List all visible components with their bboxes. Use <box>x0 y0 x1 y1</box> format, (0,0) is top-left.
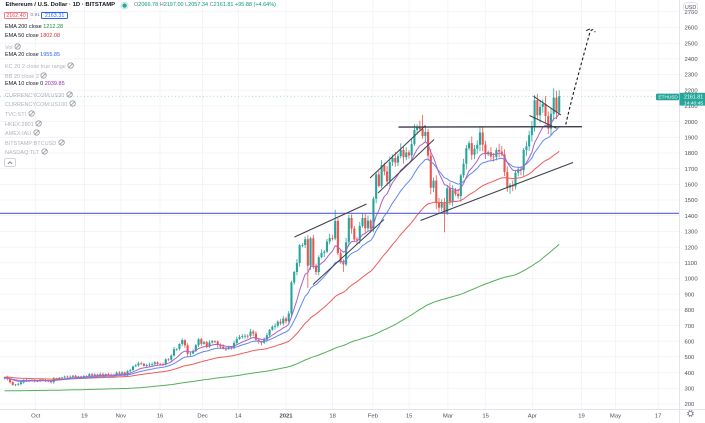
svg-text:2300: 2300 <box>685 73 699 79</box>
svg-text:400: 400 <box>685 371 696 377</box>
svg-text:19: 19 <box>81 414 88 420</box>
svg-text:200: 200 <box>685 402 696 408</box>
svg-text:800: 800 <box>685 308 696 314</box>
svg-text:14:40:45: 14:40:45 <box>684 100 703 106</box>
svg-text:1400: 1400 <box>685 214 699 220</box>
svg-text:Feb: Feb <box>368 414 379 420</box>
svg-text:1100: 1100 <box>685 261 698 267</box>
svg-text:2021: 2021 <box>279 414 293 420</box>
svg-text:2400: 2400 <box>685 57 699 63</box>
svg-text:Dec: Dec <box>197 414 208 420</box>
svg-text:2000: 2000 <box>685 120 699 126</box>
svg-text:ETHUSD: ETHUSD <box>659 95 679 100</box>
svg-text:900: 900 <box>685 292 696 298</box>
svg-text:1200: 1200 <box>685 245 699 251</box>
svg-text:19: 19 <box>578 414 585 420</box>
svg-text:1500: 1500 <box>685 198 699 204</box>
svg-text:Apr: Apr <box>528 414 537 420</box>
svg-text:2161.81: 2161.81 <box>684 95 703 101</box>
svg-text:700: 700 <box>685 324 696 330</box>
svg-text:1800: 1800 <box>685 151 699 157</box>
svg-text:14: 14 <box>235 414 242 420</box>
svg-text:Nov: Nov <box>116 414 127 420</box>
svg-text:1000: 1000 <box>685 277 699 283</box>
svg-text:USD: USD <box>685 5 696 11</box>
svg-text:May: May <box>610 414 621 420</box>
svg-text:15: 15 <box>482 414 489 420</box>
svg-text:Mar: Mar <box>443 414 453 420</box>
svg-text:2700: 2700 <box>685 10 699 16</box>
svg-text:2200: 2200 <box>685 88 699 94</box>
svg-text:2500: 2500 <box>685 41 699 47</box>
svg-text:2600: 2600 <box>685 26 699 32</box>
svg-text:600: 600 <box>685 339 696 345</box>
svg-text:300: 300 <box>685 387 696 393</box>
svg-text:Oct: Oct <box>31 414 41 420</box>
svg-text:2100: 2100 <box>685 104 699 110</box>
svg-text:15: 15 <box>406 414 413 420</box>
svg-text:1700: 1700 <box>685 167 699 173</box>
svg-text:17: 17 <box>655 414 662 420</box>
svg-text:1900: 1900 <box>685 136 699 142</box>
svg-text:16: 16 <box>157 414 164 420</box>
svg-text:18: 18 <box>329 414 336 420</box>
svg-text:500: 500 <box>685 355 696 361</box>
svg-text:1300: 1300 <box>685 230 699 236</box>
svg-text:1600: 1600 <box>685 183 699 189</box>
